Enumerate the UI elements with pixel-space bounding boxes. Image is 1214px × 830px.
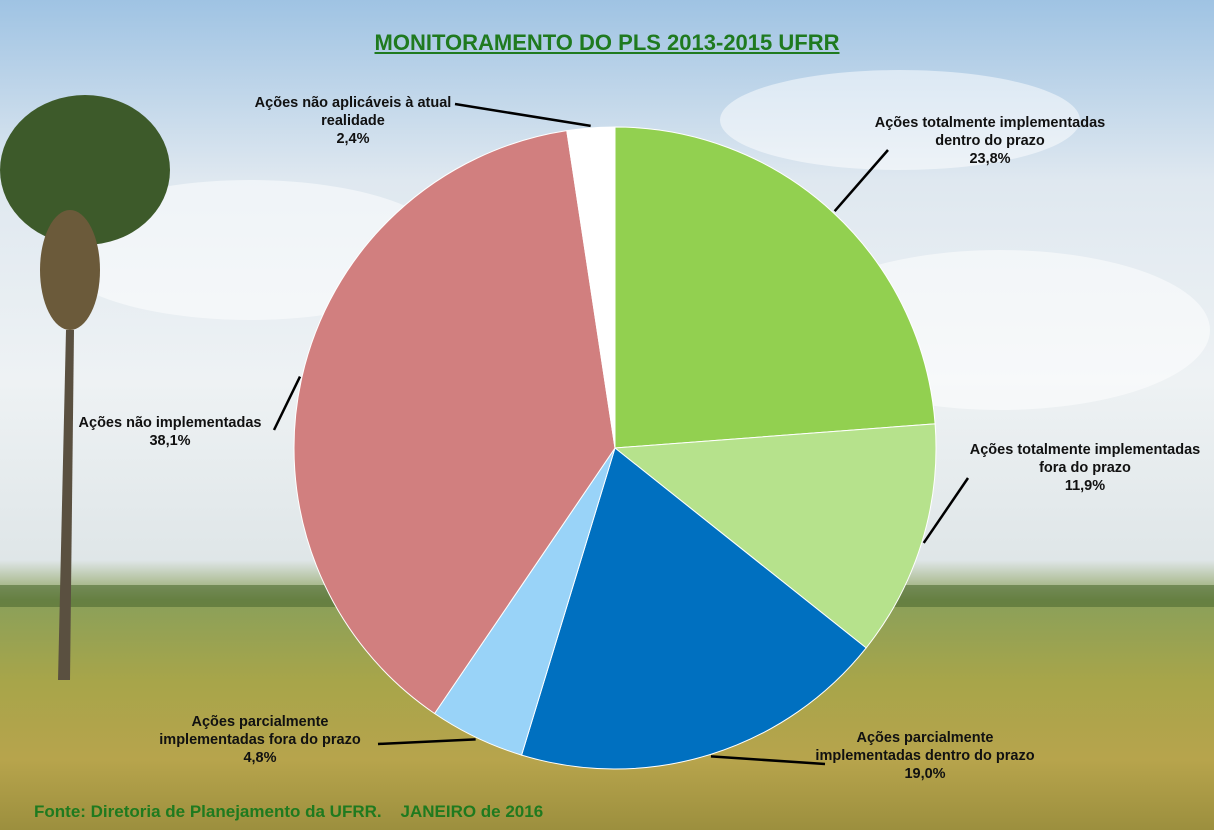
category-label: Ações parcialmente implementadas dentro … — [810, 729, 1040, 765]
palm-trunk — [58, 330, 74, 680]
leader-line — [711, 756, 825, 764]
value-label: 19,0% — [810, 765, 1040, 783]
data-label: Ações totalmente implementadas dentro do… — [870, 114, 1110, 168]
value-label: 2,4% — [228, 130, 478, 148]
data-label: Ações totalmente implementadas fora do p… — [960, 441, 1210, 495]
source-note: Fonte: Diretoria de Planejamento da UFRR… — [34, 802, 543, 822]
leader-line — [378, 739, 476, 744]
value-label: 23,8% — [870, 150, 1110, 168]
category-label: Ações não aplicáveis à atual realidade — [228, 94, 478, 130]
chart: MONITORAMENTO DO PLS 2013-2015 UFRR Font… — [0, 0, 1214, 830]
category-label: Ações totalmente implementadas dentro do… — [870, 114, 1110, 150]
palm-dry-leaves — [40, 210, 100, 330]
pie-slice — [615, 127, 935, 448]
data-label: Ações parcialmente implementadas fora do… — [140, 713, 380, 767]
value-label: 11,9% — [960, 477, 1210, 495]
value-label: 4,8% — [140, 749, 380, 767]
value-label: 38,1% — [50, 432, 290, 450]
category-label: Ações totalmente implementadas fora do p… — [960, 441, 1210, 477]
chart-title: MONITORAMENTO DO PLS 2013-2015 UFRR — [0, 30, 1214, 56]
category-label: Ações parcialmente implementadas fora do… — [140, 713, 380, 749]
data-label: Ações parcialmente implementadas dentro … — [810, 729, 1040, 783]
category-label: Ações não implementadas — [50, 414, 290, 432]
